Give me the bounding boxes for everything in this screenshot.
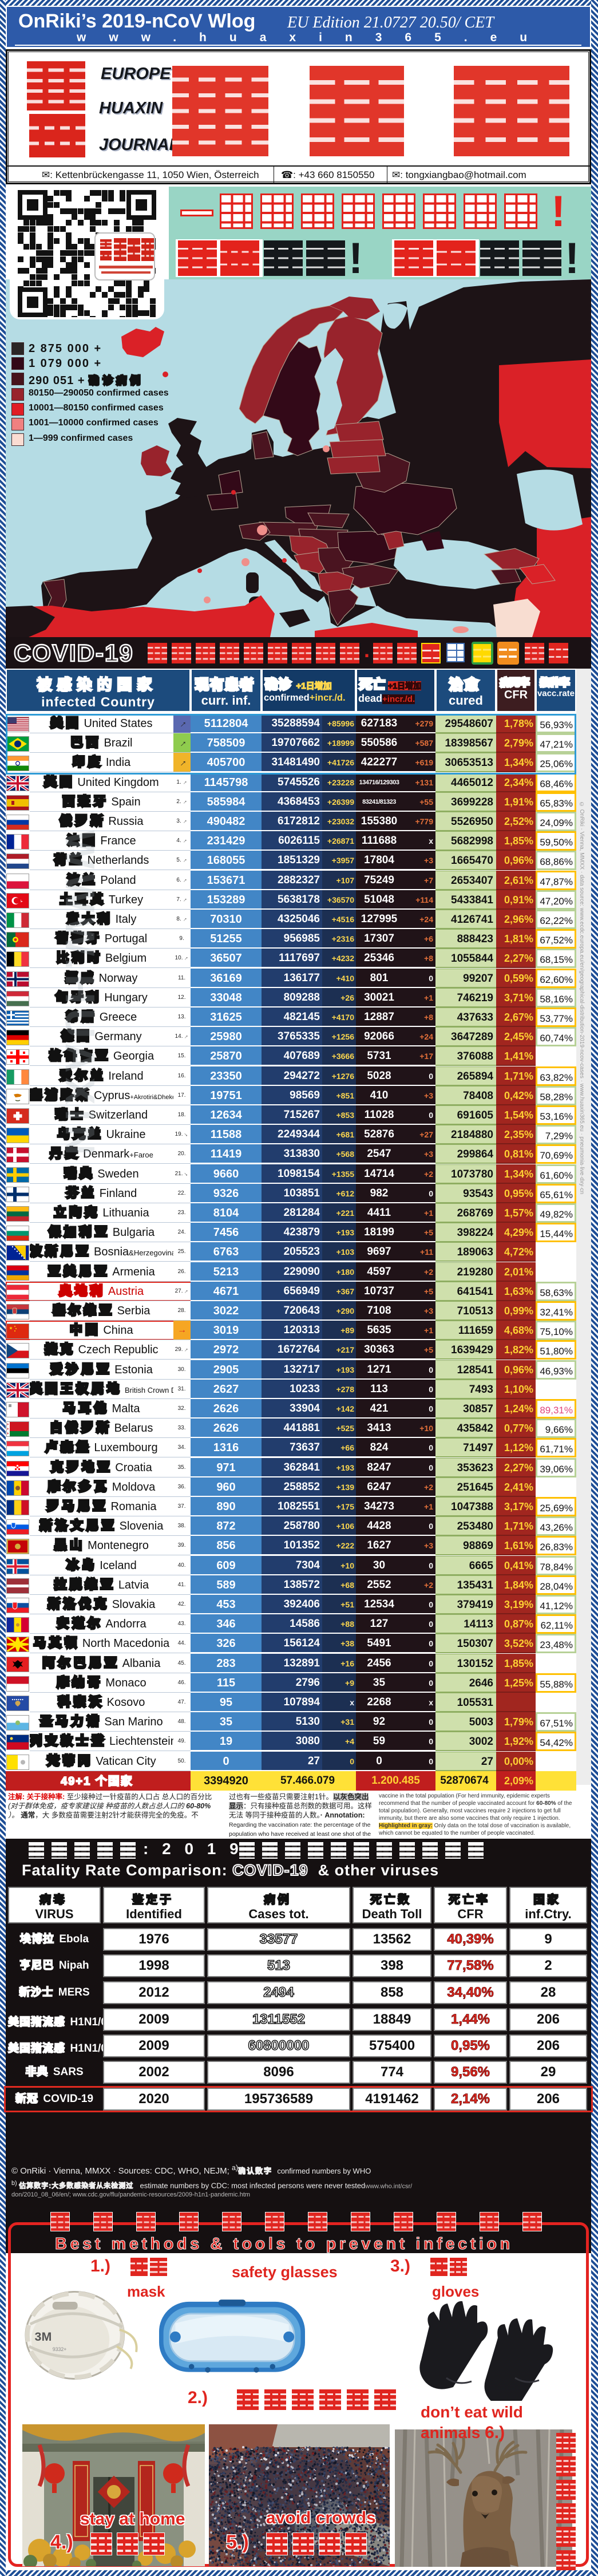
svg-text:3M: 3M (35, 2330, 52, 2344)
svg-text:9332+: 9332+ (53, 2346, 67, 2352)
